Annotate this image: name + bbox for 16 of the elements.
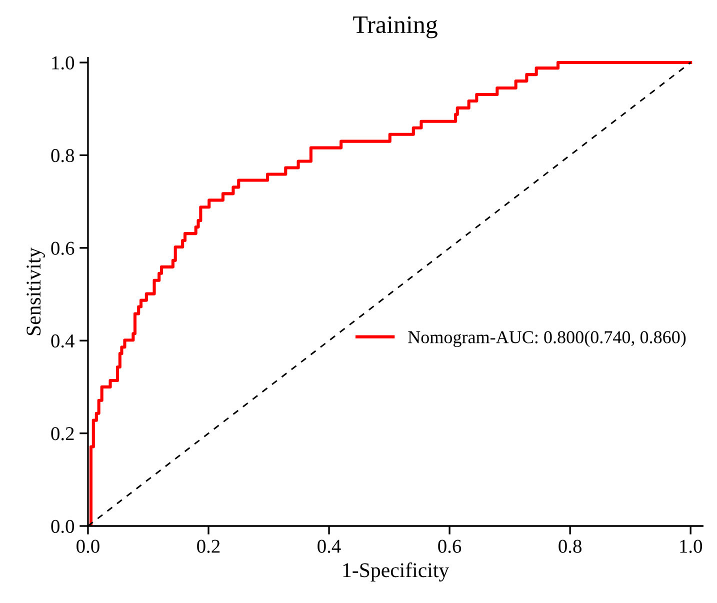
x-tick-label: 0.0 — [76, 540, 100, 553]
x-tick-label: 0.8 — [558, 540, 582, 553]
y-tick-label: 0.6 — [51, 242, 74, 255]
y-tick-label: 0.2 — [51, 427, 74, 440]
x-tick-label: 1.0 — [680, 540, 702, 553]
x-tick-label: 0.6 — [438, 540, 462, 553]
y-tick-label: 0.4 — [51, 334, 74, 348]
y-tick-label: 0.8 — [51, 149, 74, 162]
chart-title: Training — [353, 16, 438, 38]
x-axis-title: 1-Specificity — [343, 562, 450, 582]
y-axis-title: Sensitivity — [26, 247, 45, 336]
x-tick-label: 0.4 — [318, 540, 341, 553]
y-tick-label: 1.0 — [52, 56, 74, 70]
legend-label: Nomogram-AUC: 0.800(0.740, 0.860) — [408, 330, 686, 348]
y-tick-label: 0.0 — [51, 520, 74, 534]
x-tick-label: 0.2 — [197, 540, 220, 553]
